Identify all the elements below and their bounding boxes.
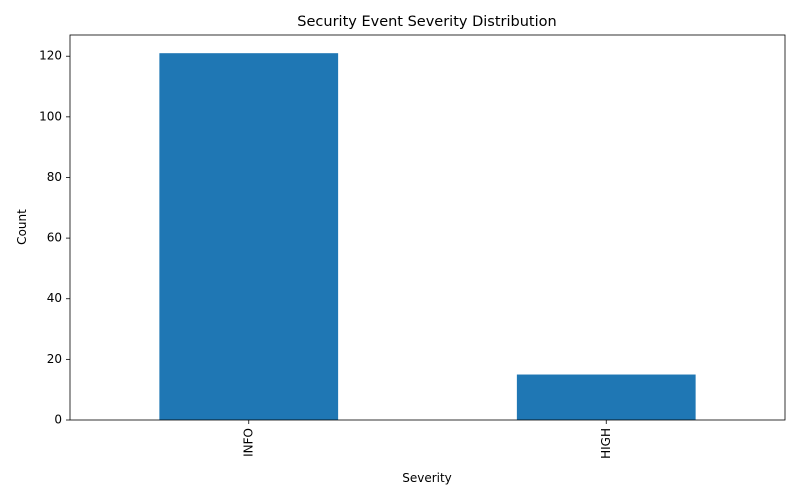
- y-axis-label: Count: [15, 209, 29, 245]
- y-tick-label: 60: [47, 231, 62, 245]
- x-tick-label: HIGH: [599, 428, 613, 459]
- y-tick-label: 100: [39, 109, 62, 123]
- x-axis-label: Severity: [402, 471, 452, 485]
- y-tick-label: 0: [54, 413, 62, 427]
- x-tick-label: INFO: [241, 428, 255, 457]
- bar-info: [159, 53, 339, 421]
- y-tick-label: 20: [47, 352, 62, 366]
- y-tick-label: 80: [47, 170, 62, 184]
- axes-frame: [69, 34, 786, 421]
- bar-high: [516, 374, 696, 420]
- y-tick-label: 40: [47, 291, 62, 305]
- chart-title: Security Event Severity Distribution: [297, 14, 556, 30]
- plot-area: INFO HIGH 0 20 40 60 80 100 120: [39, 34, 786, 459]
- y-tick-label: 120: [39, 49, 62, 63]
